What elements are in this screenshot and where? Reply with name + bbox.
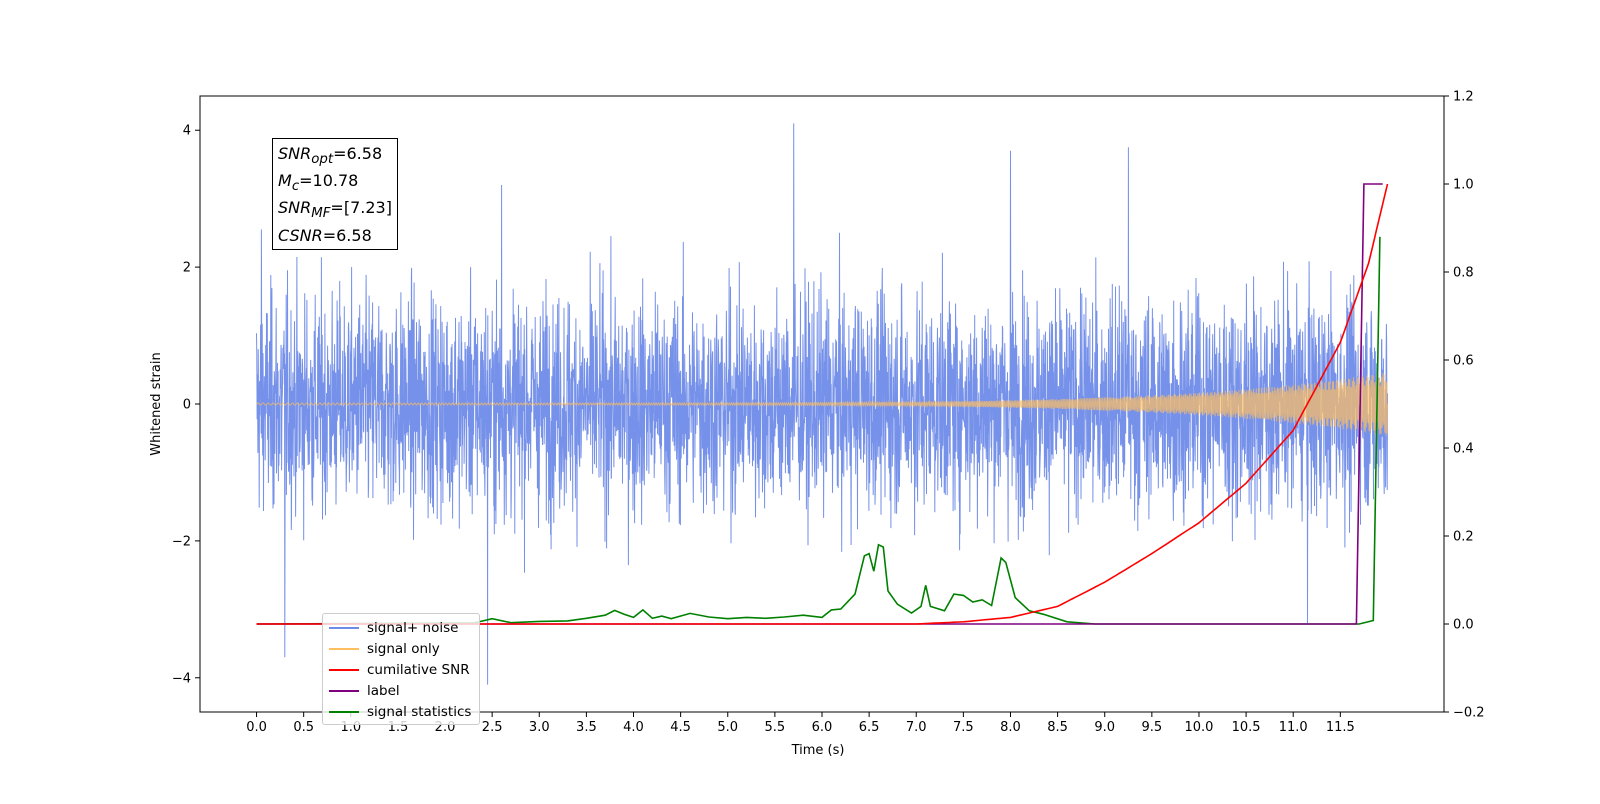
annotation-snr-mf: SNRMF=[7.23] xyxy=(278,197,392,224)
x-tick-label: 0.0 xyxy=(246,720,267,735)
legend-label: signal+ noise xyxy=(367,619,459,636)
y2-tick-label: 0.2 xyxy=(1453,530,1474,545)
x-tick-label: 11.0 xyxy=(1279,720,1308,735)
x-tick-label: 3.5 xyxy=(576,720,597,735)
legend-entry-label: label xyxy=(323,680,479,701)
y2-axis-ticks: 1.2 1.0 0.8 0.6 0.4 0.2 0.0 −0.2 xyxy=(1444,90,1485,721)
annotation-subscript: c xyxy=(291,179,300,195)
legend-entry-signal-noise: signal+ noise xyxy=(323,617,479,638)
annotation-value: =[7.23] xyxy=(330,198,392,218)
x-tick-label: 9.5 xyxy=(1142,720,1163,735)
legend-swatch xyxy=(329,710,359,713)
x-tick-label: 5.0 xyxy=(717,720,738,735)
x-axis-label: Time (s) xyxy=(791,743,845,758)
legend-entry-signal-statistics: signal statistics xyxy=(323,701,479,722)
y2-tick-label: 0.8 xyxy=(1453,266,1474,281)
annotation-snr-opt: SNRopt=6.58 xyxy=(278,143,392,170)
legend: signal+ noise signal only cumilative SNR… xyxy=(322,613,480,725)
annotation-value: =10.78 xyxy=(299,171,359,191)
y-tick-label: 4 xyxy=(183,124,191,139)
legend-label: cumilative SNR xyxy=(367,661,470,678)
y-axis-label: Whitened strain xyxy=(149,352,164,455)
y2-tick-label: 1.0 xyxy=(1453,178,1474,193)
legend-label: signal only xyxy=(367,640,440,657)
x-tick-label: 2.5 xyxy=(482,720,503,735)
annotation-symbol: M xyxy=(278,171,292,191)
x-tick-label: 6.5 xyxy=(859,720,880,735)
y-tick-label: −2 xyxy=(172,534,191,549)
legend-swatch xyxy=(329,668,359,671)
legend-entry-cumulative-snr: cumilative SNR xyxy=(323,659,479,680)
y-tick-label: 2 xyxy=(183,261,191,276)
x-tick-label: 9.0 xyxy=(1094,720,1115,735)
x-tick-label: 7.0 xyxy=(906,720,927,735)
x-tick-label: 8.0 xyxy=(1000,720,1021,735)
series-cumulative-snr xyxy=(256,183,1389,625)
x-tick-label: 7.5 xyxy=(953,720,974,735)
annotation-value: =6.58 xyxy=(322,225,372,245)
annotation-subscript: opt xyxy=(311,152,334,168)
y-axis-ticks: 4 2 0 −2 −4 xyxy=(172,124,200,686)
x-tick-label: 0.5 xyxy=(293,720,314,735)
legend-label: label xyxy=(367,682,400,699)
x-tick-label: 11.5 xyxy=(1326,720,1355,735)
plot-layer xyxy=(256,123,1389,685)
series-signal-only xyxy=(256,372,1388,436)
y2-tick-label: 0.6 xyxy=(1453,354,1474,369)
x-tick-label: 10.5 xyxy=(1232,720,1261,735)
y2-tick-label: −0.2 xyxy=(1453,706,1485,721)
annotation-symbol: SNR xyxy=(278,144,312,163)
annotation-mc: Mc=10.78 xyxy=(278,170,392,197)
legend-label: signal statistics xyxy=(367,703,472,720)
annotation-box: SNRopt=6.58 Mc=10.78 SNRMF=[7.23] CSNR=6… xyxy=(272,138,398,250)
y2-tick-label: 1.2 xyxy=(1453,90,1474,105)
x-tick-label: 6.0 xyxy=(812,720,833,735)
y2-tick-label: 0.4 xyxy=(1453,442,1474,457)
x-tick-label: 3.0 xyxy=(529,720,550,735)
y-tick-label: 0 xyxy=(183,398,191,413)
annotation-symbol: SNR xyxy=(278,198,312,218)
legend-swatch xyxy=(329,689,359,692)
legend-swatch xyxy=(329,647,359,650)
y-tick-label: −4 xyxy=(172,671,191,686)
annotation-subscript: MF xyxy=(311,206,331,222)
series-signal-statistics xyxy=(256,236,1381,625)
x-tick-label: 8.5 xyxy=(1047,720,1068,735)
annotation-symbol: CSNR xyxy=(278,225,323,245)
x-tick-label: 4.0 xyxy=(623,720,644,735)
annotation-csnr: CSNR=6.58 xyxy=(278,225,392,246)
legend-entry-signal-only: signal only xyxy=(323,638,479,659)
annotation-value: =6.58 xyxy=(333,144,383,163)
x-tick-label: 5.5 xyxy=(765,720,786,735)
y2-tick-label: 0.0 xyxy=(1453,618,1474,633)
x-tick-label: 4.5 xyxy=(670,720,691,735)
x-tick-label: 10.0 xyxy=(1184,720,1213,735)
legend-swatch xyxy=(329,626,359,629)
